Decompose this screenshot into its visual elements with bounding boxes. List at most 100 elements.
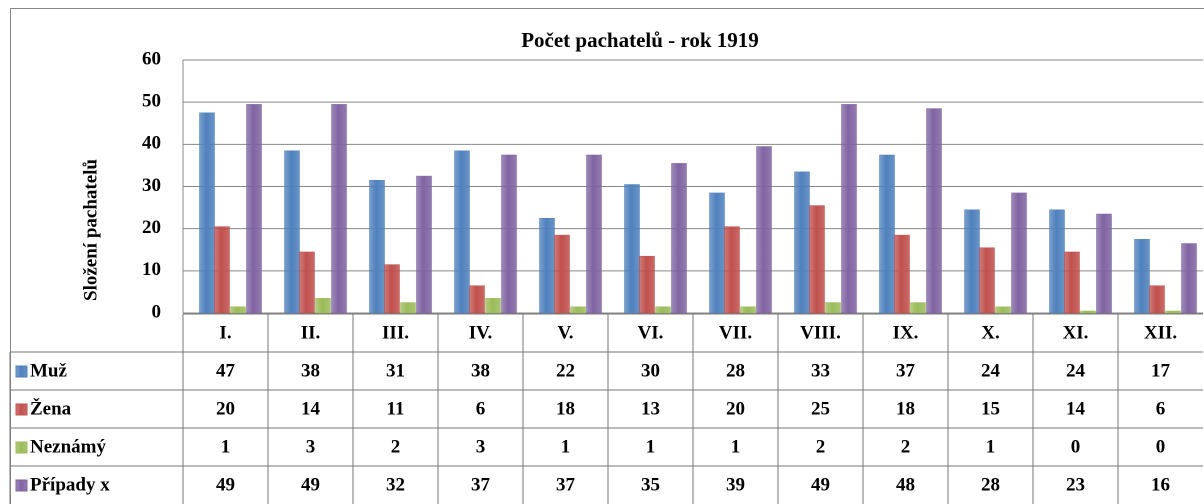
bar [655,306,671,314]
table-value: 1 [731,436,741,457]
bar [1011,192,1027,314]
bar [1165,310,1181,314]
bar [400,302,416,314]
table-value: 20 [216,398,235,419]
table-value: 2 [816,436,826,457]
bar [1049,209,1065,314]
table-value: 22 [556,360,575,381]
table-value: 25 [811,398,830,419]
bar [586,154,602,314]
y-tick-label: 20 [142,217,161,238]
chart-border [10,8,1204,504]
bar [1064,251,1080,314]
table-value: 48 [896,474,915,495]
bar [246,104,262,314]
bar [1096,213,1112,314]
bar [724,226,740,314]
table-value: 47 [216,360,236,381]
chart-title: Počet pachatelů - rok 1919 [521,28,759,52]
y-tick-label: 0 [152,301,162,322]
bar [570,306,586,314]
legend-swatch [15,403,28,416]
table-value: 38 [301,360,320,381]
x-tick-label: IX. [893,322,919,343]
bar [315,298,331,314]
bar [454,150,470,314]
y-tick-label: 10 [142,259,161,280]
x-tick-label: XII. [1144,322,1177,343]
x-tick-label: IV. [469,322,492,343]
bar [926,108,942,314]
legend-swatch [15,479,28,492]
table-value: 1 [646,436,656,457]
legend-label: Žena [30,397,72,419]
bar [299,251,315,314]
y-tick-label: 50 [142,91,161,112]
bar [841,104,857,314]
table-value: 30 [641,360,660,381]
table-value: 31 [386,360,405,381]
bar [230,306,246,314]
y-axis-label: Složení pachatelů [80,159,101,301]
table-value: 15 [981,398,1000,419]
table-value: 28 [726,360,745,381]
bar [624,184,640,314]
table-value: 37 [556,474,576,495]
table-value: 39 [726,474,745,495]
table-value: 2 [901,436,911,457]
table-value: 24 [1066,360,1086,381]
table-value: 33 [811,360,830,381]
table-value: 1 [986,436,996,457]
table-value: 20 [726,398,745,419]
table-value: 49 [216,474,235,495]
x-tick-label: XI. [1063,322,1089,343]
bar [809,205,825,314]
table-value: 1 [561,436,571,457]
bar [910,302,926,314]
legend-label: Neznámý [30,436,106,457]
bar [384,264,400,314]
table-value: 24 [981,360,1001,381]
table-value: 28 [981,474,1000,495]
legend-label: Muž [30,360,68,381]
x-tick-label: II. [301,322,321,343]
bar [199,112,215,314]
legend-swatch [15,441,28,454]
table-value: 6 [1156,398,1166,419]
x-tick-label: I. [219,322,231,343]
bar [539,217,555,314]
bar [825,302,841,314]
y-tick-label: 30 [142,175,161,196]
table-value: 14 [1066,398,1086,419]
table-value: 23 [1066,474,1085,495]
table-value: 13 [641,398,660,419]
x-tick-label: V. [557,322,573,343]
bar [485,298,501,314]
table-value: 0 [1156,436,1166,457]
bar [995,306,1011,314]
table-value: 49 [811,474,830,495]
bar [794,171,810,314]
table-value: 37 [471,474,491,495]
table-value: 3 [306,436,316,457]
legend-swatch [15,365,28,378]
table-value: 3 [476,436,486,457]
bar [369,180,385,314]
x-tick-label: X. [981,322,999,343]
bar [331,104,347,314]
bar [879,154,895,314]
bar [671,163,687,314]
x-tick-label: VII. [719,322,752,343]
table-value: 0 [1071,436,1081,457]
x-tick-label: III. [382,322,409,343]
bar [554,234,570,314]
table-value: 11 [387,398,405,419]
bar [284,150,300,314]
table-value: 14 [301,398,321,419]
bar [894,234,910,314]
bar [1181,243,1197,314]
legend-label: Případy x [30,474,110,495]
y-tick-label: 40 [142,133,161,154]
x-tick-label: VIII. [800,322,841,343]
